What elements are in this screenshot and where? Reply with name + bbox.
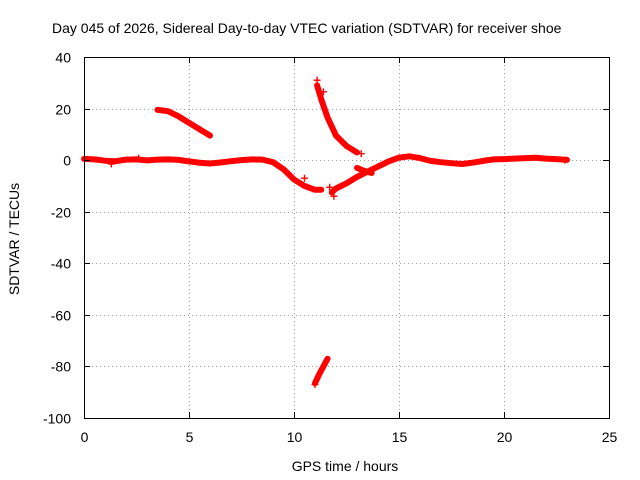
y-tick-label: -20 <box>51 205 71 221</box>
scatter-point <box>357 150 365 158</box>
x-axis-label: GPS time / hours <box>292 458 399 474</box>
y-tick-label: -40 <box>51 256 71 272</box>
y-tick-label: -80 <box>51 359 71 375</box>
scatter-point <box>330 192 338 200</box>
series-trace-c <box>354 164 375 176</box>
scatter-point <box>326 183 334 191</box>
y-tick-label: -60 <box>51 308 71 324</box>
scatter-point <box>107 160 115 168</box>
x-tick-label: 5 <box>186 429 194 445</box>
x-tick-label: 25 <box>602 429 618 445</box>
data-series <box>81 82 570 387</box>
axis-ticks <box>84 57 610 419</box>
grid <box>84 57 609 418</box>
scatter-point <box>313 76 321 84</box>
scatter-point <box>311 380 319 388</box>
y-axis-label: SDTVAR / TECUs <box>6 183 22 295</box>
scatter-point <box>319 88 327 96</box>
x-tick-label: 20 <box>497 429 513 445</box>
series-trace-a <box>154 106 213 139</box>
y-tick-label: -100 <box>43 411 71 427</box>
y-tick-label: 40 <box>55 50 71 66</box>
scatter-point <box>561 156 569 164</box>
series-trace-b <box>314 82 360 156</box>
chart-title: Day 045 of 2026, Sidereal Day-to-day VTE… <box>52 20 562 36</box>
scatter-point <box>301 174 308 182</box>
y-tick-label: 0 <box>63 153 71 169</box>
x-tick-labels: 0 5 10 15 20 25 <box>81 429 618 445</box>
series-main-trace <box>81 155 325 193</box>
x-tick-label: 0 <box>81 429 89 445</box>
y-tick-label: 20 <box>55 102 71 118</box>
plot-frame <box>84 57 610 419</box>
data-points <box>107 76 569 388</box>
scatter-point <box>135 154 143 162</box>
series-trace-d <box>312 355 331 387</box>
x-tick-label: 10 <box>287 429 303 445</box>
x-tick-label: 15 <box>392 429 408 445</box>
y-tick-labels: -100 -80 -60 -40 -20 0 20 40 <box>43 50 71 427</box>
